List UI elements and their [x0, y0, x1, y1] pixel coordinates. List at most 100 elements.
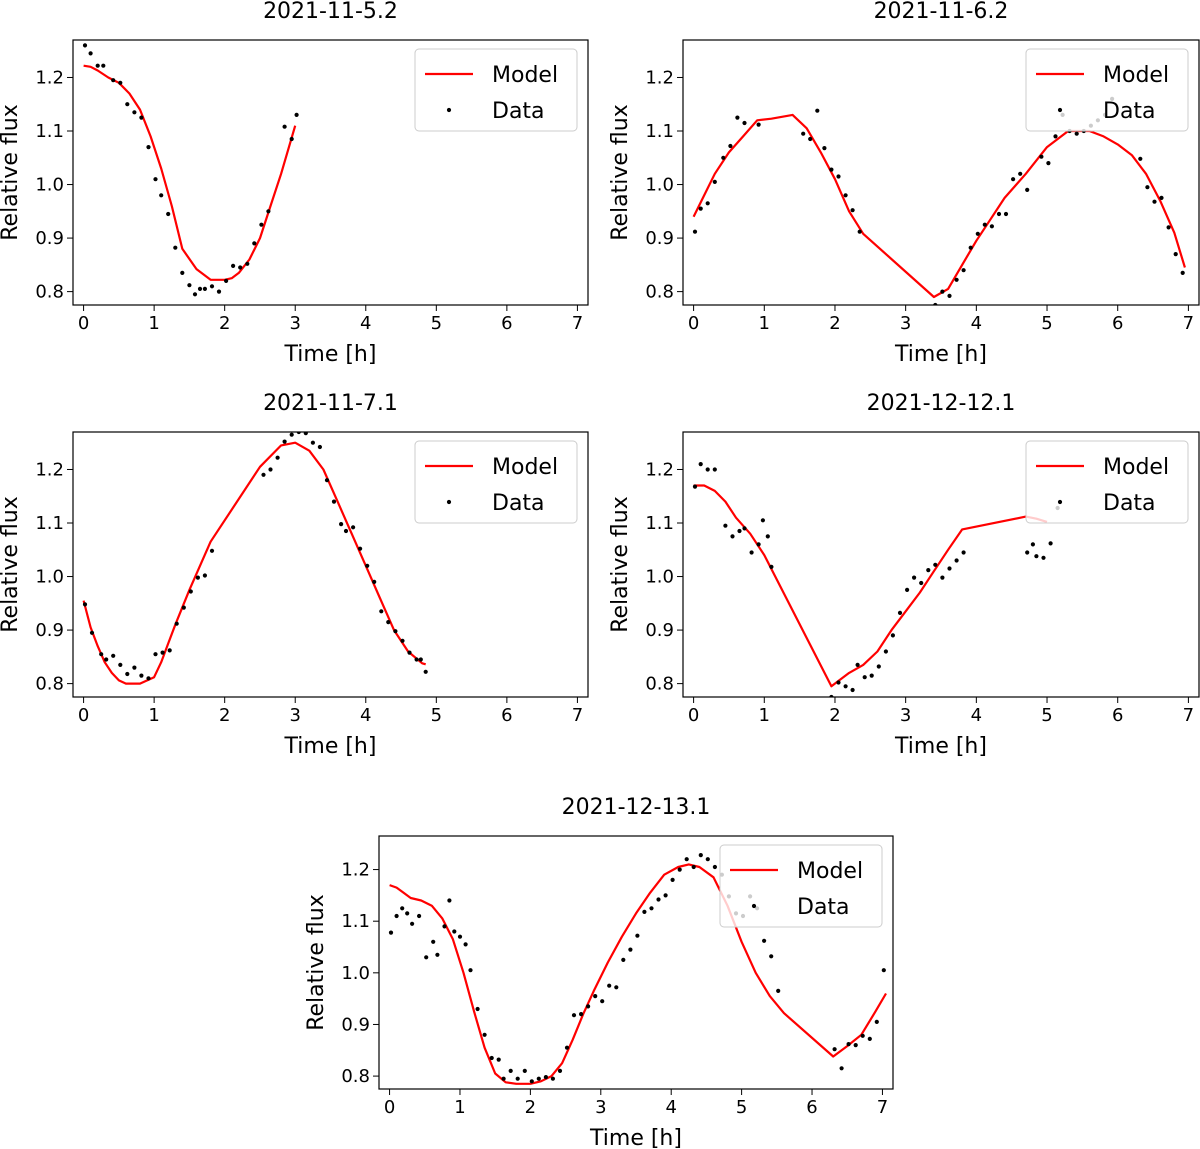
axes-frame — [378, 835, 894, 1090]
data-point — [1034, 554, 1039, 559]
data-point — [961, 268, 966, 273]
data-point — [765, 534, 770, 539]
data-point — [414, 657, 419, 662]
y-tick-label: 1.2 — [35, 67, 64, 88]
data-point — [231, 263, 236, 268]
x-tick-label: 3 — [289, 313, 300, 334]
data-point — [508, 1068, 513, 1073]
data-point — [82, 602, 88, 607]
data-point — [843, 193, 848, 198]
data-point — [642, 909, 647, 915]
chart-title: 2021-11-6.2 — [874, 0, 1009, 24]
data-point — [691, 864, 696, 870]
axes-frame — [72, 39, 589, 306]
data-point — [275, 455, 280, 460]
data-point — [737, 528, 742, 534]
data-point — [749, 550, 754, 555]
data-point — [268, 467, 273, 472]
data-point — [897, 610, 903, 616]
data-point — [166, 211, 171, 217]
data-point — [677, 867, 682, 872]
data-point — [522, 1068, 527, 1073]
y-tick-label: 0.8 — [645, 674, 674, 695]
legend-box — [414, 440, 578, 524]
data-point — [457, 934, 463, 939]
data-point — [564, 1045, 570, 1050]
data-point — [829, 167, 834, 172]
data-point — [684, 857, 689, 862]
data-point — [982, 222, 987, 227]
y-tick-label: 0.8 — [35, 282, 64, 303]
data-point — [153, 652, 158, 657]
data-point — [358, 546, 363, 551]
data-point — [961, 550, 966, 555]
data-point — [1003, 211, 1009, 217]
x-tick-label: 5 — [736, 1097, 747, 1118]
data-point — [111, 653, 116, 658]
data-point — [89, 630, 95, 635]
y-tick-label: 1.0 — [645, 175, 674, 196]
data-point — [496, 1057, 501, 1062]
data-point — [209, 284, 215, 289]
data-point — [167, 648, 172, 653]
data-point — [940, 575, 945, 580]
plot-area — [82, 432, 428, 685]
data-point — [1145, 185, 1150, 190]
data-point — [1025, 187, 1030, 192]
data-point — [850, 208, 855, 213]
data-point — [407, 650, 412, 655]
data-point — [118, 662, 123, 668]
data-point — [776, 988, 781, 994]
chart-title: 2021-12-12.1 — [867, 391, 1016, 416]
y-tick-label: 1.2 — [645, 459, 674, 480]
x-tick-label: 4 — [360, 313, 371, 334]
data-point — [593, 994, 598, 999]
data-point — [372, 579, 377, 585]
data-point — [400, 906, 405, 911]
x-tick-label: 3 — [900, 705, 911, 726]
data-point — [515, 1076, 520, 1081]
data-point — [698, 462, 703, 467]
data-point — [192, 292, 198, 297]
x-tick-label: 7 — [572, 705, 583, 726]
data-point — [463, 942, 468, 947]
legend: Model Data — [1025, 48, 1189, 132]
data-point — [832, 1047, 837, 1052]
x-tick-label: 2 — [525, 1097, 536, 1118]
x-tick-label: 5 — [431, 313, 442, 334]
data-point — [698, 853, 703, 858]
data-point — [266, 209, 271, 214]
x-tick-label: 1 — [454, 1097, 465, 1118]
y-tick-label: 0.9 — [35, 228, 64, 249]
y-tick-label: 1.0 — [35, 567, 64, 588]
data-point — [1041, 555, 1046, 560]
data-point — [846, 1042, 851, 1047]
data-point — [99, 652, 104, 657]
x-tick-label: 3 — [289, 705, 300, 726]
x-tick-label: 1 — [148, 313, 159, 334]
data-point — [259, 222, 264, 227]
y-axis-label: Relative flux — [0, 496, 23, 633]
x-tick-label: 0 — [78, 705, 89, 726]
data-point — [1074, 131, 1079, 136]
data-point — [712, 179, 717, 184]
data-point — [529, 1079, 534, 1084]
data-point — [153, 177, 158, 182]
legend: Model Data — [414, 48, 578, 132]
data-point — [173, 245, 178, 250]
plot-area — [388, 853, 887, 1085]
data-point — [989, 224, 995, 229]
legend-data-label: Data — [492, 491, 545, 516]
data-point — [351, 525, 356, 530]
data-point — [853, 1043, 858, 1048]
data-point — [424, 955, 429, 960]
data-point — [975, 231, 980, 236]
data-point — [890, 633, 896, 638]
x-axis-label: Time [h] — [589, 1126, 682, 1149]
x-tick-label: 4 — [360, 705, 371, 726]
data-point — [1039, 154, 1044, 159]
data-point — [712, 864, 718, 870]
data-point — [238, 265, 243, 270]
data-point — [282, 439, 287, 444]
plot-area — [82, 43, 299, 297]
